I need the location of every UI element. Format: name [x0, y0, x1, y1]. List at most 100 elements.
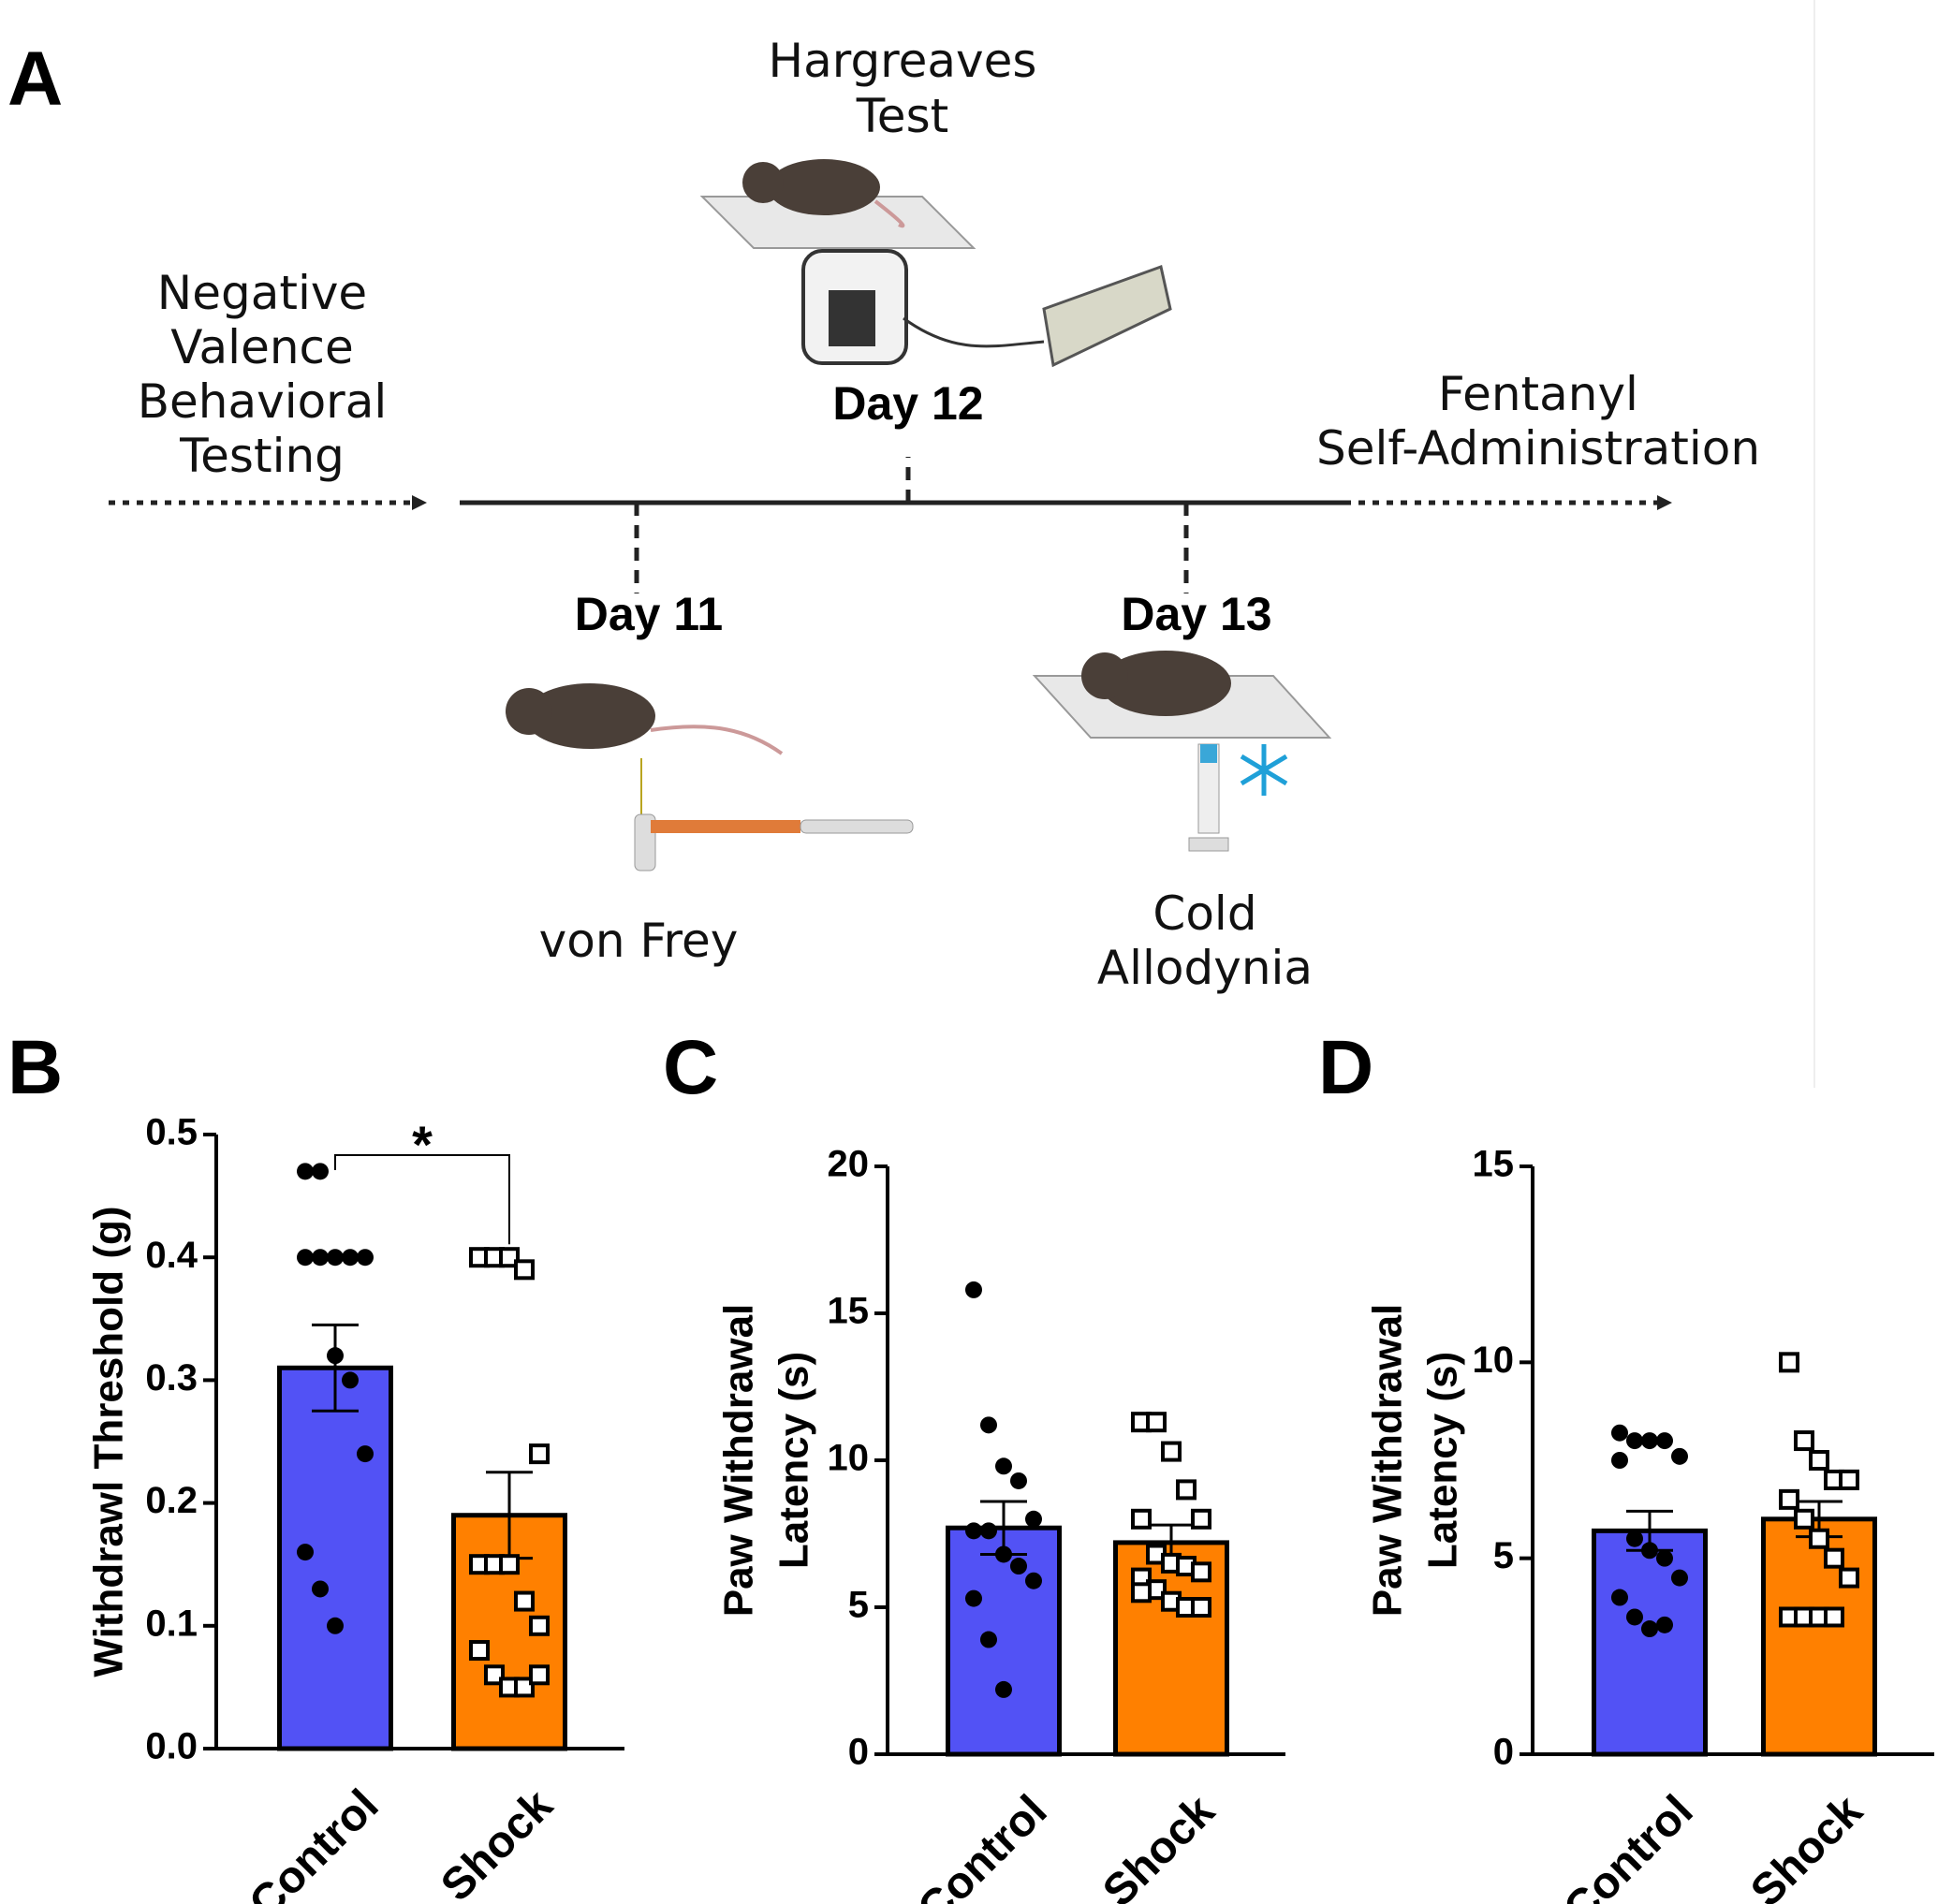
- y-tick-label: 10: [828, 1438, 870, 1479]
- y-tick-label: 0: [848, 1732, 869, 1773]
- y-tick-label: 10: [1473, 1340, 1515, 1381]
- data-point: [995, 1545, 1012, 1563]
- day-label: Day 13: [1121, 588, 1271, 640]
- data-point: [357, 1445, 374, 1463]
- label: Negative: [157, 266, 367, 320]
- data-point: [1010, 1558, 1027, 1575]
- panel-label: B: [7, 1025, 63, 1110]
- data-point: [965, 1589, 982, 1607]
- data-point: [312, 1249, 329, 1267]
- panel-label: A: [7, 37, 63, 122]
- data-point: [1641, 1542, 1658, 1560]
- data-point: [965, 1281, 982, 1298]
- x-tick-label: Control: [1554, 1786, 1702, 1904]
- y-axis-label: Latency (s): [771, 1352, 817, 1569]
- data-point: [342, 1371, 359, 1389]
- panel-label: D: [1318, 1025, 1373, 1110]
- data-point: [1656, 1549, 1673, 1567]
- data-point: [514, 1259, 535, 1281]
- y-tick-label: 0.0: [145, 1726, 198, 1767]
- label: Test: [856, 89, 948, 143]
- data-point: [312, 1163, 329, 1180]
- x-tick-label: Shock: [1741, 1786, 1872, 1904]
- data-point: [529, 1443, 550, 1465]
- data-point: [327, 1249, 344, 1267]
- data-point: [1794, 1430, 1814, 1452]
- data-point: [499, 1247, 520, 1268]
- data-point: [469, 1640, 490, 1662]
- arrow-head: [1657, 495, 1672, 510]
- data-point: [514, 1677, 535, 1698]
- y-tick-label: 15: [828, 1291, 870, 1332]
- data-point: [1611, 1424, 1628, 1442]
- x-tick-label: Shock: [432, 1780, 563, 1904]
- data-point: [1671, 1447, 1688, 1465]
- data-point: [1131, 1582, 1152, 1604]
- label: Testing: [179, 429, 345, 483]
- day-label: Day 11: [575, 588, 723, 640]
- data-point: [357, 1249, 374, 1267]
- y-axis-label: Paw Withdrawal: [1365, 1304, 1411, 1618]
- cold-illustration: [1032, 651, 1332, 852]
- label: Allodynia: [1097, 941, 1313, 995]
- y-tick-label: 15: [1473, 1144, 1515, 1185]
- arrow-head: [412, 495, 427, 510]
- y-tick-label: 5: [848, 1585, 869, 1626]
- data-point: [1641, 1620, 1658, 1638]
- bar: [946, 1525, 1062, 1757]
- data-point: [1025, 1510, 1042, 1528]
- data-point: [514, 1590, 535, 1612]
- data-point: [995, 1680, 1012, 1698]
- data-point: [1809, 1528, 1829, 1549]
- label: Valence: [170, 320, 354, 374]
- data-point: [1176, 1479, 1197, 1501]
- bar: [1592, 1528, 1708, 1757]
- y-tick-label: 0.1: [145, 1603, 198, 1644]
- data-point: [529, 1664, 550, 1686]
- data-point: [1839, 1567, 1859, 1589]
- label: Fentanyl: [1438, 367, 1638, 421]
- data-point: [980, 1416, 997, 1434]
- label: von Frey: [539, 914, 739, 968]
- data-point: [499, 1554, 520, 1575]
- data-point: [1671, 1569, 1688, 1587]
- panel-label: C: [663, 1025, 718, 1110]
- data-point: [980, 1522, 997, 1540]
- label: Behavioral: [138, 374, 388, 429]
- data-point: [1191, 1561, 1211, 1583]
- data-point: [1626, 1432, 1643, 1450]
- significance-label: *: [412, 1115, 433, 1174]
- diagram-text: Hargreaves Test Negative Valence Behavio…: [138, 34, 1760, 995]
- data-point: [1779, 1352, 1799, 1373]
- data-point: [297, 1249, 314, 1267]
- data-point: [529, 1615, 550, 1636]
- label: Hargreaves: [769, 34, 1037, 88]
- data-point: [1025, 1572, 1042, 1589]
- data-point: [1641, 1432, 1658, 1450]
- data-point: [1824, 1547, 1844, 1569]
- data-point: [1794, 1508, 1814, 1530]
- day-labels: Day 12 Day 11 Day 13: [575, 377, 1272, 640]
- data-point: [1779, 1488, 1799, 1510]
- y-tick-label: 0.3: [145, 1357, 198, 1399]
- significance-bracket: [334, 1154, 510, 1245]
- data-point: [484, 1664, 505, 1686]
- data-point: [1839, 1469, 1859, 1490]
- data-point: [1131, 1508, 1152, 1530]
- label: Self-Administration: [1316, 421, 1760, 476]
- data-point: [312, 1580, 329, 1598]
- data-point: [1161, 1441, 1182, 1462]
- y-axis-label: Paw Withdrawal: [716, 1304, 762, 1618]
- timeline: [109, 457, 1672, 593]
- data-point: [1656, 1616, 1673, 1633]
- x-tick-label: Shock: [1094, 1786, 1225, 1904]
- y-tick-label: 0: [1493, 1732, 1514, 1773]
- y-tick-label: 20: [828, 1144, 870, 1185]
- data-point: [980, 1631, 997, 1648]
- bar: [277, 1365, 393, 1751]
- day-label: Day 12: [832, 377, 983, 430]
- data-point: [1191, 1597, 1211, 1618]
- y-tick-label: 0.2: [145, 1480, 198, 1521]
- data-point: [327, 1347, 344, 1365]
